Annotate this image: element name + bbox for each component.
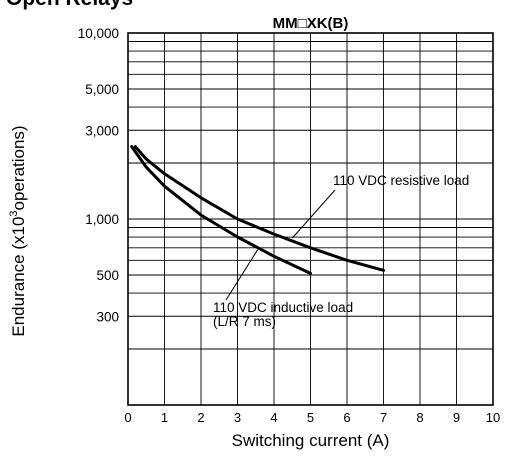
page-heading: Open Relays <box>6 0 133 11</box>
annotation-inductive-load: 110 VDC inductive load <box>213 300 353 315</box>
annotation-leader-resistive <box>291 189 336 239</box>
y-axis-ticks: 300 500 1,000 3,000 5,000 10,000 <box>78 26 119 324</box>
chart-title: MM□XK(B) <box>273 15 349 32</box>
plot-frame <box>127 32 494 406</box>
x-tick-label: 8 <box>416 410 423 425</box>
annotation-resistive-load: 110 VDC resistive load <box>333 173 469 188</box>
series-lines <box>130 145 385 275</box>
annotations: 110 VDC resistive load 110 VDC inductive … <box>213 173 469 329</box>
y-tick-label: 10,000 <box>78 26 119 41</box>
series-line-resistive-load <box>133 145 385 272</box>
x-tick-label: 4 <box>270 410 277 425</box>
y-axis-label-prefix: Endurance (x10 <box>9 217 28 337</box>
x-tick-label: 1 <box>161 410 168 425</box>
x-tick-label: 6 <box>343 410 350 425</box>
x-tick-label: 5 <box>307 410 314 425</box>
y-axis-label-suffix: operations) <box>9 125 28 210</box>
y-tick-label: 1,000 <box>85 212 119 227</box>
x-tick-label: 7 <box>380 410 387 425</box>
chart-grid <box>128 33 493 405</box>
y-tick-label: 5,000 <box>85 82 119 97</box>
y-axis-label-exponent: 3 <box>8 210 20 216</box>
annotation-leader-inductive <box>225 249 258 301</box>
x-tick-label: 2 <box>197 410 204 425</box>
x-axis-ticks: 0 1 2 3 4 5 6 7 8 9 10 <box>124 410 500 425</box>
x-tick-label: 9 <box>453 410 460 425</box>
series-line-inductive-load <box>130 145 312 275</box>
x-axis-label: Switching current (A) <box>232 431 390 450</box>
x-tick-label: 3 <box>234 410 241 425</box>
y-tick-label: 3,000 <box>85 123 119 138</box>
y-tick-label: 300 <box>96 309 119 324</box>
annotation-inductive-condition: (L/R 7 ms) <box>213 314 276 329</box>
x-tick-label: 0 <box>124 410 131 425</box>
x-tick-label: 10 <box>486 410 500 425</box>
y-axis-label: Endurance (x103operations) <box>8 125 28 336</box>
y-tick-label: 500 <box>96 268 119 283</box>
